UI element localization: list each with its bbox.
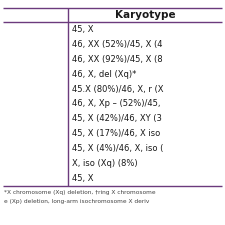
Text: 45, X: 45, X (72, 174, 94, 183)
Text: 45.X (80%)/46, X, r (X: 45.X (80%)/46, X, r (X (72, 85, 164, 94)
Text: 46, X, Xp – (52%)/45,: 46, X, Xp – (52%)/45, (72, 99, 160, 108)
Text: 45, X (42%)/46, XY (3: 45, X (42%)/46, XY (3 (72, 114, 162, 123)
Text: 45, X (17%)/46, X iso: 45, X (17%)/46, X iso (72, 129, 160, 138)
Text: 46, XX (92%)/45, X (8: 46, XX (92%)/45, X (8 (72, 55, 163, 64)
Text: 46, XX (52%)/45, X (4: 46, XX (52%)/45, X (4 (72, 40, 162, 49)
Text: X, iso (Xq) (8%): X, iso (Xq) (8%) (72, 159, 138, 168)
Text: *X chromosome (Xq) deletion, †ring X chromosome: *X chromosome (Xq) deletion, †ring X chr… (4, 190, 156, 195)
Text: Karyotype: Karyotype (115, 10, 175, 20)
Text: 45, X: 45, X (72, 25, 94, 34)
Text: 45, X (4%)/46, X, iso (: 45, X (4%)/46, X, iso ( (72, 144, 163, 153)
Text: e (Xp) deletion, long-arm isochromosome X deriv: e (Xp) deletion, long-arm isochromosome … (4, 199, 149, 204)
Text: 46, X, del (Xq)*: 46, X, del (Xq)* (72, 70, 136, 79)
